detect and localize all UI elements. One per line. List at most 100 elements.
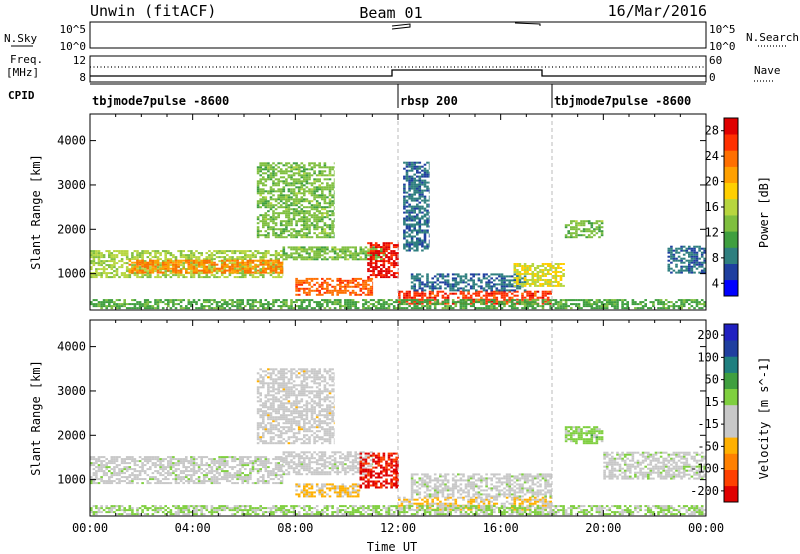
heatmap-cell — [321, 248, 324, 251]
heatmap-cell — [177, 458, 180, 461]
heatmap-cell — [688, 261, 691, 264]
heatmap-cell — [174, 476, 178, 479]
heatmap-cell — [303, 198, 306, 201]
heatmap-cell — [308, 214, 311, 217]
heatmap-cell — [128, 276, 132, 279]
heatmap-cell — [688, 303, 691, 306]
heatmap-cell — [167, 267, 170, 270]
heatmap-cell — [105, 480, 108, 483]
heatmap-cell — [518, 303, 522, 306]
heatmap-cell — [454, 305, 458, 308]
heatmap-cell — [156, 299, 160, 302]
heatmap-cell — [236, 307, 239, 310]
heatmap-cell — [549, 299, 552, 302]
heatmap-cell — [331, 214, 334, 217]
heatmap-cell — [310, 162, 314, 165]
heatmap-cell — [433, 275, 437, 278]
heatmap-cell — [249, 259, 252, 262]
heatmap-cell — [580, 222, 583, 225]
heatmap-cell — [262, 168, 265, 171]
heatmap-cell — [333, 252, 337, 255]
heatmap-cell — [220, 458, 224, 461]
heatmap-cell — [133, 474, 137, 477]
heatmap-cell — [554, 279, 558, 281]
heatmap-cell — [480, 296, 483, 299]
heatmap-cell — [208, 258, 211, 261]
heatmap-cell — [690, 253, 694, 256]
heatmap-cell — [192, 261, 196, 264]
heatmap-cell — [613, 305, 617, 308]
cpid-segment-label-0: tbjmode7pulse -8600 — [92, 94, 229, 108]
heatmap-cell — [410, 243, 414, 246]
heatmap-cell — [120, 305, 124, 308]
heatmap-cell — [231, 303, 234, 306]
heatmap-cell — [500, 307, 504, 310]
heatmap-cell — [259, 202, 262, 205]
heatmap-cell — [187, 482, 191, 485]
heatmap-cell — [164, 276, 167, 279]
heatmap-cell — [557, 265, 560, 267]
heatmap-cell — [413, 215, 416, 218]
heatmap-cell — [136, 301, 139, 304]
heatmap-cell — [518, 275, 522, 277]
heatmap-cell — [369, 244, 373, 247]
heatmap-cell — [698, 301, 701, 304]
heatmap-cell — [428, 285, 432, 288]
heatmap-cell — [682, 261, 686, 264]
heatmap-cell — [143, 299, 147, 302]
heatmap-cell — [469, 296, 473, 299]
heatmap-cell — [292, 230, 296, 233]
heatmap-cell — [395, 299, 398, 302]
heatmap-cell — [154, 464, 157, 467]
heatmap-cell — [356, 307, 360, 310]
heatmap-cell — [313, 192, 316, 195]
heatmap-cell — [372, 285, 374, 288]
heatmap-cell — [664, 299, 668, 302]
heatmap-cell — [125, 266, 129, 269]
heatmap-cell — [508, 281, 511, 284]
heatmap-cell — [313, 206, 316, 209]
heatmap-cell — [174, 480, 178, 483]
heatmap-cell — [141, 256, 144, 259]
heatmap-cell — [392, 274, 396, 277]
heatmap-cell — [336, 293, 339, 296]
heatmap-cell — [354, 246, 357, 249]
heatmap-cell — [246, 301, 250, 304]
heatmap-cell — [95, 458, 98, 461]
heatmap-cell — [156, 276, 160, 279]
heatmap-cell — [321, 250, 324, 253]
heatmap-cell — [215, 301, 219, 304]
heatmap-cell — [192, 259, 196, 262]
heatmap-cell — [310, 248, 314, 251]
heatmap-cell — [264, 216, 268, 219]
heatmap-cell — [313, 212, 316, 215]
heatmap-cell — [246, 269, 250, 272]
heatmap-cell — [133, 264, 137, 267]
heatmap-cell — [210, 480, 214, 483]
heatmap-cell — [185, 460, 188, 463]
heatmap-cell — [262, 178, 265, 181]
heatmap-cell — [100, 254, 103, 257]
heatmap-cell — [272, 263, 275, 266]
heatmap-cell — [161, 274, 165, 277]
heatmap-cell — [410, 177, 414, 180]
heatmap-cell — [377, 244, 381, 247]
heatmap-cell — [246, 263, 250, 266]
heatmap-cell — [256, 482, 260, 485]
heatmap-cell — [382, 250, 386, 253]
heatmap-cell — [423, 292, 427, 295]
heatmap-cell — [220, 299, 224, 302]
heatmap-cell — [408, 165, 411, 168]
heatmap-cell — [90, 266, 93, 269]
heatmap-cell — [536, 281, 540, 283]
heatmap-cell — [287, 208, 291, 211]
heatmap-cell — [143, 472, 147, 475]
heatmap-cell — [300, 281, 304, 284]
heatmap-cell — [428, 305, 432, 308]
heatmap-cell — [190, 301, 193, 304]
heatmap-cell — [374, 276, 378, 279]
heatmap-cell — [154, 482, 157, 485]
heatmap-cell — [259, 303, 262, 306]
heatmap-cell — [244, 271, 247, 274]
heatmap-cell — [197, 272, 201, 275]
